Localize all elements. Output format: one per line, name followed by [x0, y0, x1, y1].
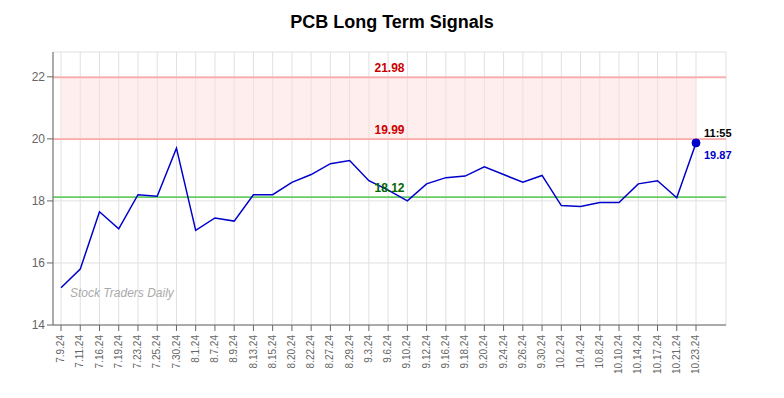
- html-text:PCB Long Term Signals: PCB Long Term Signals: [290, 12, 494, 32]
- svg-text:8.22.24: 8.22.24: [305, 335, 316, 369]
- svg-text:9.30.24: 9.30.24: [536, 335, 547, 369]
- svg-text:20: 20: [32, 132, 46, 146]
- svg-text:9.26.24: 9.26.24: [517, 335, 528, 369]
- svg-text:9.3.24: 9.3.24: [363, 335, 374, 363]
- svg-text:7.9.24: 7.9.24: [55, 335, 66, 363]
- svg-text:10.10.24: 10.10.24: [613, 335, 624, 374]
- svg-text:8.1.24: 8.1.24: [190, 335, 201, 363]
- svg-text:10.23.24: 10.23.24: [690, 335, 701, 374]
- svg-text:10.14.24: 10.14.24: [632, 335, 643, 374]
- svg-text:8.29.24: 8.29.24: [344, 335, 355, 369]
- svg-text:7.19.24: 7.19.24: [113, 335, 124, 369]
- svg-text:7.30.24: 7.30.24: [171, 335, 182, 369]
- svg-text:8.7.24: 8.7.24: [209, 335, 220, 363]
- html-text:Stock Traders Daily: Stock Traders Daily: [70, 286, 174, 300]
- svg-text:8.13.24: 8.13.24: [248, 335, 259, 369]
- svg-text:9.20.24: 9.20.24: [478, 335, 489, 369]
- svg-text:19.99: 19.99: [374, 123, 404, 137]
- svg-text:10.2.24: 10.2.24: [555, 335, 566, 369]
- svg-text:8.20.24: 8.20.24: [286, 335, 297, 369]
- svg-text:9.18.24: 9.18.24: [459, 335, 470, 369]
- svg-text:10.17.24: 10.17.24: [652, 335, 663, 374]
- svg-text:8.15.24: 8.15.24: [267, 335, 278, 369]
- svg-text:7.25.24: 7.25.24: [151, 335, 162, 369]
- svg-text:7.16.24: 7.16.24: [94, 335, 105, 369]
- svg-text:18: 18: [32, 194, 46, 208]
- svg-text:9.12.24: 9.12.24: [421, 335, 432, 369]
- svg-text:9.24.24: 9.24.24: [498, 335, 509, 369]
- svg-text:10.4.24: 10.4.24: [575, 335, 586, 369]
- svg-text:18.12: 18.12: [374, 181, 404, 195]
- svg-text:8.9.24: 8.9.24: [228, 335, 239, 363]
- svg-text:8.27.24: 8.27.24: [324, 335, 335, 369]
- svg-text:19.87: 19.87: [704, 149, 732, 161]
- svg-text:10.8.24: 10.8.24: [594, 335, 605, 369]
- svg-text:14: 14: [32, 318, 46, 332]
- svg-text:16: 16: [32, 256, 46, 270]
- svg-text:7.11.24: 7.11.24: [74, 335, 85, 368]
- svg-text:9.6.24: 9.6.24: [382, 335, 393, 363]
- svg-text:21.98: 21.98: [374, 61, 404, 75]
- svg-text:22: 22: [32, 70, 46, 84]
- svg-text:11:55: 11:55: [704, 127, 732, 139]
- svg-text:7.23.24: 7.23.24: [132, 335, 143, 369]
- svg-text:9.16.24: 9.16.24: [440, 335, 451, 369]
- svg-text:10.21.24: 10.21.24: [671, 335, 682, 374]
- svg-text:9.10.24: 9.10.24: [401, 335, 412, 369]
